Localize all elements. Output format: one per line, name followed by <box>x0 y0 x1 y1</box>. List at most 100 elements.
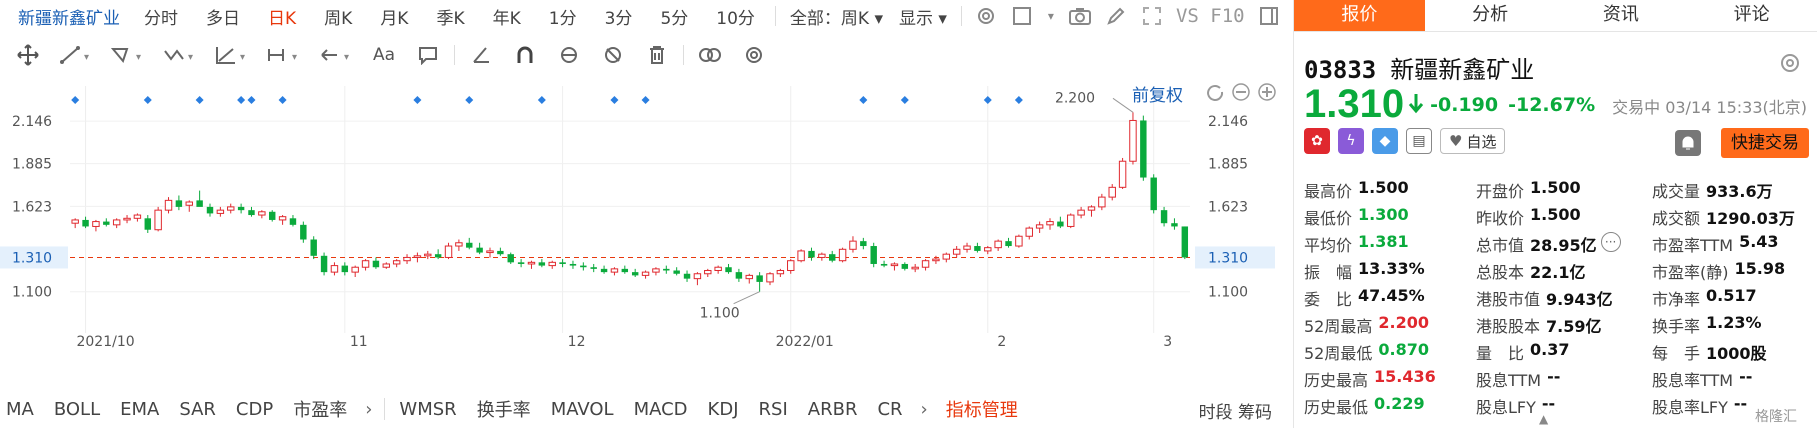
indicator-tab[interactable]: BOLL <box>53 398 101 420</box>
candle-body <box>559 262 566 264</box>
period-chip-toggle[interactable]: 时段 筹码 <box>1198 403 1272 423</box>
quick-trade-button[interactable]: 快捷交易 <box>1721 128 1809 158</box>
candle-body <box>984 247 992 252</box>
compare-icon[interactable] <box>688 40 732 70</box>
candle-body <box>123 217 131 221</box>
divider <box>960 6 962 26</box>
quote-tab[interactable]: 评论 <box>1733 4 1770 25</box>
period-tab[interactable]: 1分 <box>548 8 577 29</box>
vs-f10-label[interactable]: VS F10 <box>1175 5 1245 27</box>
magnet-icon[interactable] <box>503 40 547 70</box>
move-icon[interactable] <box>6 40 50 70</box>
line-tool-icon[interactable]: ▾ <box>50 40 102 70</box>
last-price-badge <box>0 246 68 269</box>
last-price-label: 1.310 <box>12 250 52 266</box>
period-tab[interactable]: 年K <box>492 8 521 29</box>
indicator-tab[interactable]: CR <box>877 398 903 420</box>
candle-body <box>766 273 774 283</box>
stock-title-link[interactable]: 新疆新鑫矿业 <box>18 8 120 29</box>
toolbar-settings-icon[interactable] <box>732 40 776 70</box>
svg-text:▾: ▾ <box>188 52 193 63</box>
stat-label: 股息率TTM <box>1652 370 1734 390</box>
chevron-down-icon[interactable]: ▾ <box>1047 9 1054 23</box>
indicator-tab[interactable]: MA <box>6 398 34 420</box>
stat-label: 成交量 <box>1652 181 1701 201</box>
indicator-tab[interactable]: WMSR <box>399 398 457 420</box>
display-dropdown[interactable]: 显示 ▾ <box>899 8 947 29</box>
event-marker-icon <box>641 96 650 104</box>
stock-code: 03833 <box>1304 56 1377 84</box>
zoom-out-icon[interactable] <box>1231 82 1251 106</box>
text-tool-icon[interactable]: Aa <box>372 45 396 65</box>
compare-dropdown[interactable]: 全部：周K ▾ <box>789 8 883 29</box>
bookmark-icon[interactable]: ▤ <box>1406 128 1432 154</box>
reset-icon[interactable] <box>1205 82 1225 106</box>
candle-body <box>175 200 183 207</box>
stat-label: 每 手 <box>1652 343 1701 363</box>
stat-value: 1.381 <box>1358 231 1409 251</box>
period-tab[interactable]: 月K <box>380 8 409 29</box>
more-icon[interactable]: ··· <box>1600 231 1621 252</box>
pencil-icon[interactable] <box>1103 3 1129 29</box>
period-tab[interactable]: 分时 <box>144 8 178 29</box>
high-annotation-line <box>1112 97 1134 113</box>
chevron-right-icon[interactable]: › <box>365 398 373 420</box>
indicator-tab[interactable]: SAR <box>179 398 216 420</box>
indicator-tab[interactable]: MAVOL <box>550 398 614 420</box>
fullscreen-icon[interactable] <box>1139 3 1165 29</box>
stat-value: 1.500 <box>1530 177 1581 197</box>
chevron-right-icon[interactable]: › <box>920 398 928 420</box>
collapse-icon[interactable]: ▲ <box>1539 412 1549 426</box>
adjust-type-button[interactable]: 前复权 <box>1132 86 1183 106</box>
kline-chart[interactable]: 2021/10 11 12 2022/01 2 3 2.146 2.146 1.885 1.885… <box>0 76 1290 376</box>
stat-label: 昨收价 <box>1476 208 1525 228</box>
candle-body <box>466 242 473 248</box>
divider <box>454 45 455 65</box>
period-tab[interactable]: 季K <box>436 8 465 29</box>
wave-tool-icon[interactable]: ▾ <box>154 40 206 70</box>
hide-icon[interactable] <box>591 40 635 70</box>
candle-body <box>952 248 961 255</box>
fibonacci-tool-icon[interactable]: ▾ <box>206 40 258 70</box>
indicator-tab[interactable]: RSI <box>758 398 788 420</box>
period-tab[interactable]: 10分 <box>716 8 755 29</box>
indicator-tab[interactable]: CDP <box>235 398 274 420</box>
quote-tab[interactable]: 报价 <box>1294 0 1425 31</box>
trash-icon[interactable] <box>635 40 679 70</box>
stat-value: 0.229 <box>1374 393 1425 413</box>
bell-icon[interactable] <box>1675 130 1701 156</box>
comment-tool-icon[interactable] <box>406 40 450 70</box>
lock-icon[interactable] <box>547 40 591 70</box>
candle-body <box>1098 196 1106 208</box>
indicator-tab[interactable]: EMA <box>120 398 160 420</box>
channel-tool-icon[interactable]: ▾ <box>102 40 154 70</box>
sidebar-toggle-icon[interactable] <box>1256 3 1282 29</box>
period-tab[interactable]: 3分 <box>604 8 633 29</box>
indicator-tab[interactable]: KDJ <box>707 398 739 420</box>
indicator-tab[interactable]: MACD <box>633 398 688 420</box>
chart-style-icon[interactable] <box>1009 3 1035 29</box>
stat-cell: 最低价 1.300 <box>1304 205 1476 229</box>
camera-icon[interactable] <box>1067 3 1093 29</box>
settings-icon[interactable] <box>973 3 999 29</box>
indicator-tab[interactable]: 换手率 <box>476 400 531 421</box>
add-watchlist-button[interactable]: ♥ 自选 <box>1440 128 1506 154</box>
period-tab[interactable]: 多日 <box>206 8 240 29</box>
zoom-in-icon[interactable] <box>1257 82 1277 106</box>
period-tab[interactable]: 5分 <box>660 8 689 29</box>
candle-body <box>631 272 639 276</box>
period-tab[interactable]: 日K <box>268 8 297 29</box>
arrow-tool-icon[interactable]: ▾ <box>310 40 362 70</box>
gear-icon[interactable] <box>1779 52 1801 78</box>
stats-row: 委 比 47.45% 港股市值 9.943亿 市净率 0.517 <box>1304 284 1814 311</box>
indicator-tab[interactable]: ARBR <box>807 398 858 420</box>
indicator-tab[interactable]: 市盈率 <box>293 400 348 421</box>
ruler-icon[interactable] <box>459 40 503 70</box>
measure-tool-icon[interactable]: ▾ <box>258 40 310 70</box>
period-tab[interactable]: 周K <box>324 8 353 29</box>
chart-svg[interactable]: 2021/10 11 12 2022/01 2 3 2.146 2.146 1.885 1.885… <box>0 76 1290 376</box>
indicator-manage-button[interactable]: 指标管理 <box>945 400 1018 421</box>
quote-tab[interactable]: 分析 <box>1472 4 1509 25</box>
candle-body <box>963 245 971 250</box>
quote-tab[interactable]: 资讯 <box>1602 4 1639 25</box>
